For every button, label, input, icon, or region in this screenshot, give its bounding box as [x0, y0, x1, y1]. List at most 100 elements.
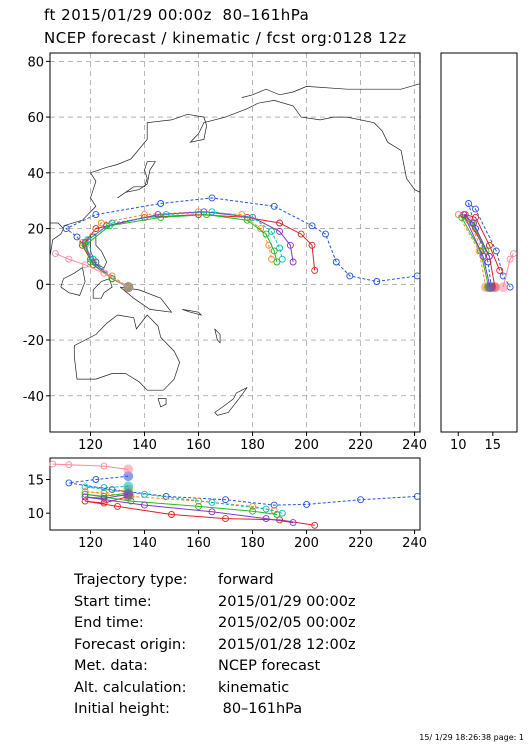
trajectory-point [208, 194, 216, 202]
trajectory-point [286, 241, 294, 249]
trajectory-point [289, 258, 297, 266]
trajectory-point [249, 507, 257, 515]
trajectory-point [303, 500, 311, 508]
trajectory-point [62, 225, 70, 233]
trajectory-point [308, 241, 316, 249]
trajectory-point [208, 508, 216, 516]
trajectory-point [100, 462, 108, 470]
trajectory-line [87, 211, 283, 288]
x-tick-label: 220 [348, 536, 373, 551]
trajectory-point [208, 498, 216, 506]
chart-title-line1: ft 2015/01/29 00:00z 80–161hPa [44, 6, 310, 24]
trajectory-point [308, 222, 316, 230]
trajectory-point [510, 250, 517, 258]
map-panel: 120 140 160 180 200 220 240 -40 -20 0 20 40 60 80 [23, 52, 427, 453]
trajectory-point [476, 247, 484, 255]
trajectory-point [81, 241, 89, 249]
info-row-met-data: Met. data: NCEP forecast [74, 656, 356, 678]
coastline [92, 278, 113, 299]
info-value: 80–161hPa [218, 701, 303, 717]
y-tick-label: 40 [27, 167, 44, 182]
x-tick-label: 140 [132, 536, 157, 551]
y-tick-label: 20 [27, 223, 44, 238]
trajectory-line [81, 211, 272, 288]
panel-frame [440, 52, 518, 433]
x-tick-label: 120 [78, 438, 103, 453]
trajectory-point [262, 505, 270, 513]
trajectory-point [100, 269, 108, 277]
coastline [119, 286, 173, 313]
trajectory-point [168, 511, 175, 518]
trajectory-point [87, 258, 94, 266]
trajectory-point [465, 200, 473, 207]
trajectory-point [162, 211, 170, 219]
coastline [292, 83, 421, 93]
y-tick-label: 80 [27, 55, 44, 70]
y-tick-label: 10 [27, 507, 44, 522]
trajectory-point [208, 208, 216, 216]
trajectory-point [92, 476, 100, 483]
trajectory-point [100, 484, 108, 492]
x-tick-label: 200 [294, 536, 319, 551]
y-tick-label: -20 [23, 334, 44, 349]
trajectory-point [105, 222, 113, 230]
trajectory-point [222, 515, 229, 523]
info-row-trajectory-type: Trajectory type: forward [74, 570, 356, 592]
trajectory-point [311, 266, 319, 274]
x-tick-label: 200 [294, 438, 319, 453]
info-value: 2015/01/28 12:00z [218, 636, 356, 653]
info-value: 2015/02/05 00:00z [218, 615, 356, 631]
coastline [73, 314, 180, 391]
panel-frame [49, 52, 421, 433]
trajectory-start-marker [123, 464, 134, 475]
trajectory-point [141, 501, 148, 509]
height-bottom-panel: 120 140 160 180 200 220 240 10 15 [27, 457, 427, 551]
trajectory-point [413, 492, 421, 500]
info-label: Forecast origin: [74, 636, 187, 653]
info-label: End time: [74, 615, 144, 631]
trajectory-point [322, 230, 329, 238]
trajectory-point [243, 216, 251, 224]
trajectory-line [456, 213, 487, 288]
trajectory-point [485, 252, 493, 260]
trajectory-point [97, 219, 105, 227]
trajectory-point [262, 230, 270, 238]
trajectory-point [270, 247, 278, 255]
coastline [90, 233, 108, 269]
x-tick-label: 140 [132, 438, 157, 453]
trajectory-point [270, 202, 278, 210]
trajectory-point [92, 211, 100, 219]
info-value: NCEP forecast [218, 658, 321, 674]
info-row-forecast-origin: Forecast origin: 2015/01/28 12:00z [74, 635, 356, 657]
info-value: kinematic [218, 679, 290, 696]
info-row-end-time: End time: 2015/02/05 00:00z [74, 613, 356, 635]
trajectory-point [460, 211, 468, 219]
trajectory-point [73, 233, 81, 241]
trajectory-point [373, 278, 381, 285]
coastline [60, 267, 86, 296]
info-label: Alt. calculation: [74, 679, 187, 696]
trajectory-point [65, 255, 73, 263]
trajectory-point [100, 499, 108, 507]
trajectory-point [49, 460, 57, 468]
trajectory-line [464, 213, 501, 288]
trajectory-line [68, 475, 418, 506]
x-tick-label: 10 [450, 438, 467, 453]
page-footer: 15/ 1/29 18:26:38 page: 1 [419, 733, 524, 742]
trajectory-start-marker [498, 282, 509, 293]
trajectory-point [346, 272, 354, 280]
trajectory-point [249, 502, 257, 510]
y-tick-label: 60 [27, 111, 44, 126]
trajectory-line [463, 214, 491, 288]
trajectory-info-block: Trajectory type: forward Start time: 201… [74, 570, 356, 721]
x-tick-label: 120 [78, 536, 103, 551]
x-tick-label: 180 [240, 438, 265, 453]
trajectory-point [268, 227, 275, 235]
trajectory-point [92, 225, 100, 233]
trajectory-point [81, 483, 89, 491]
info-row-start-time: Start time: 2015/01/29 00:00z [74, 592, 356, 614]
coastline [214, 387, 248, 416]
trajectory-point [276, 227, 284, 235]
info-label: Trajectory type: [74, 572, 188, 588]
